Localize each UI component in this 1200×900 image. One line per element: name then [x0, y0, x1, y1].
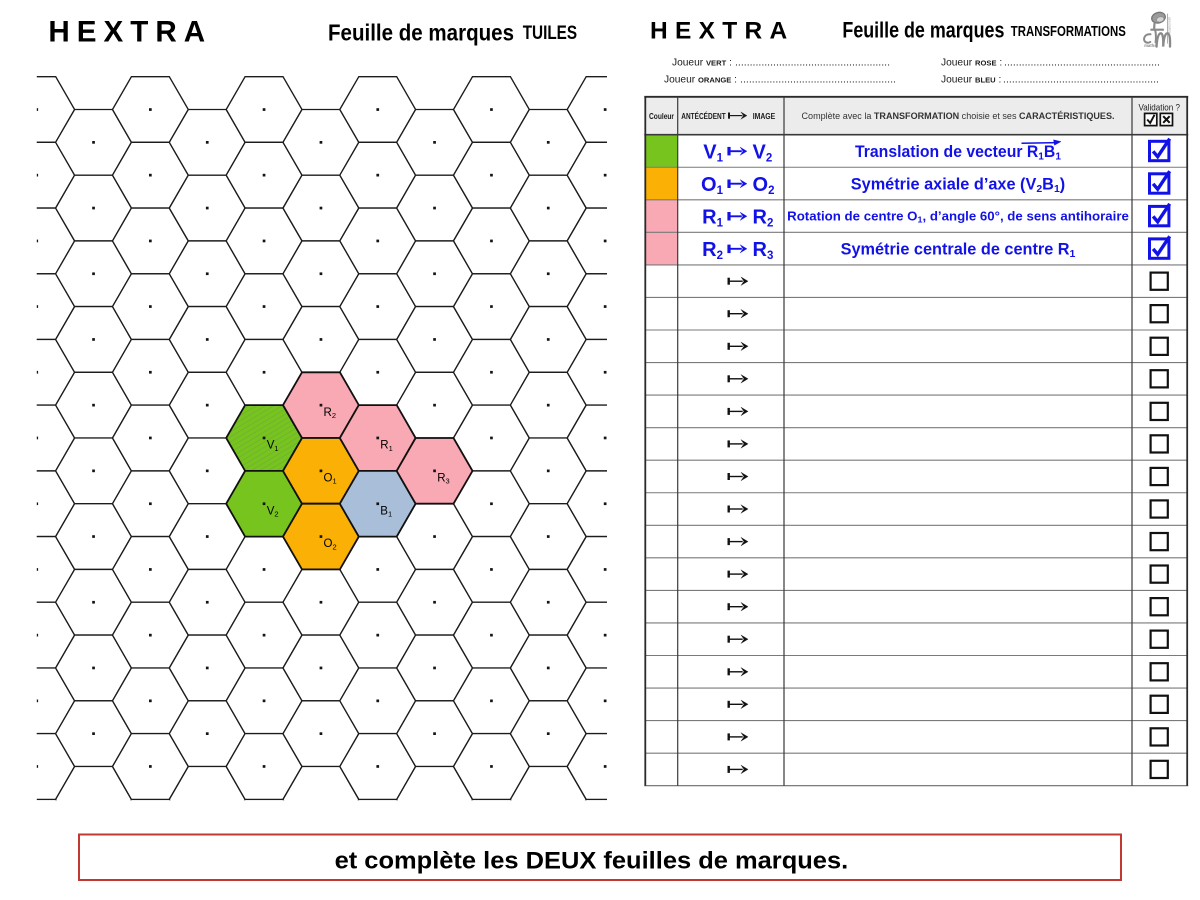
svg-text:Symétrie axiale d’axe (V2B1): Symétrie axiale d’axe (V2B1) [851, 175, 1065, 195]
svg-text:Joueur BLEU :: Joueur BLEU : [941, 75, 1001, 86]
svg-text:O1: O1 [324, 473, 337, 486]
svg-text:HEXTRA: HEXTRA [650, 18, 795, 45]
svg-text:TUILES: TUILES [523, 23, 577, 44]
svg-text:O2: O2 [324, 538, 337, 551]
svg-text:..............................: ........................................… [740, 75, 896, 86]
svg-text:..............................: ........................................… [735, 58, 890, 69]
svg-text:ANTÉCÉDENT: ANTÉCÉDENT [681, 111, 726, 121]
svg-text:Joueur VERT :: Joueur VERT : [672, 58, 732, 69]
svg-text:Feuille de marques: Feuille de marques [328, 19, 514, 45]
svg-text:V2: V2 [267, 505, 279, 518]
svg-text:R2: R2 [324, 407, 336, 420]
svg-text:HEXTRA: HEXTRA [48, 16, 212, 49]
svg-text:Couleur: Couleur [649, 111, 675, 121]
svg-text:Joueur ROSE :: Joueur ROSE : [941, 58, 1002, 69]
svg-text:Symétrie centrale de centre R1: Symétrie centrale de centre R1 [841, 240, 1076, 260]
svg-text:Joueur ORANGE :: Joueur ORANGE : [664, 75, 737, 86]
svg-text:B1: B1 [380, 505, 392, 518]
svg-text:Feuille de marques: Feuille de marques [842, 18, 1004, 43]
svg-text:..............................: ........................................… [1004, 58, 1160, 69]
svg-text:et complète les DEUX feuilles: et complète les DEUX feuilles de marques… [335, 848, 849, 875]
svg-text:maths: maths [1144, 43, 1157, 48]
svg-text:TRANSFORMATIONS: TRANSFORMATIONS [1011, 24, 1126, 40]
svg-text:Rotation de centre O1, d’angle: Rotation de centre O 1, d’angle 60°, de s… [787, 210, 1129, 225]
svg-text:Validation ?: Validation ? [1138, 103, 1180, 113]
svg-text:Complète avec la TRANSFORMATIO: Complète avec la TRANSFORMATION choisie … [802, 110, 1115, 122]
svg-text:IMAGE: IMAGE [753, 111, 776, 121]
svg-text:..............................: ........................................… [1003, 75, 1159, 86]
svg-text:R1: R1 [380, 440, 392, 453]
svg-text:V1: V1 [267, 440, 279, 453]
svg-text:association: association [1168, 17, 1172, 33]
svg-text:R3: R3 [437, 473, 449, 486]
svg-text:Translation de vecteur R1B1: Translation de vecteur R1B1 [855, 143, 1061, 163]
